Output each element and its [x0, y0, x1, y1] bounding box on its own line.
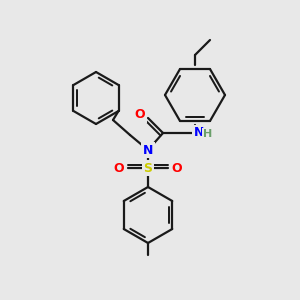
Text: O: O [135, 109, 145, 122]
Text: N: N [143, 143, 153, 157]
Text: N: N [194, 127, 204, 140]
Text: O: O [172, 161, 182, 175]
Text: S: S [143, 161, 152, 175]
Text: O: O [114, 161, 124, 175]
Text: H: H [203, 129, 213, 139]
